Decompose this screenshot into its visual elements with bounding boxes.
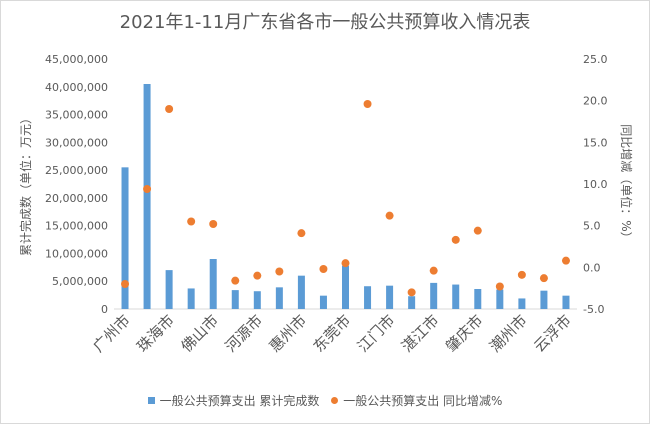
bar	[143, 84, 151, 309]
y2-tick-label: -5.0	[583, 303, 604, 316]
point	[341, 259, 350, 268]
bar	[121, 167, 129, 309]
point	[495, 282, 504, 291]
y-axis-title: 累计完成数（单位：万元）	[18, 112, 33, 256]
chart-legend: 一般公共预算支出 累计完成数 一般公共预算支出 同比增减%	[0, 392, 650, 409]
bar	[496, 289, 504, 309]
point	[539, 274, 548, 283]
x-tick-label: 肇庆市	[442, 311, 487, 356]
bar	[297, 275, 305, 309]
point	[165, 105, 174, 113]
bar	[474, 289, 482, 309]
x-tick-label: 佛山市	[177, 311, 222, 356]
x-tick-label: 东莞市	[310, 311, 355, 356]
point	[121, 280, 130, 288]
x-tick-label: 珠海市	[133, 311, 178, 356]
y-tick-label: 10,000,000	[45, 247, 108, 260]
x-tick-label: 江门市	[354, 311, 399, 356]
legend-dot-label: 一般公共预算支出 同比增减%	[343, 394, 503, 408]
bar	[540, 290, 548, 309]
bar	[253, 291, 261, 309]
y-tick-label: 20,000,000	[45, 192, 108, 205]
bar	[386, 285, 394, 309]
legend-item-dot: 一般公共预算支出 同比增减%	[331, 392, 502, 409]
point	[385, 211, 394, 220]
x-tick-label: 惠州市	[266, 311, 311, 356]
point	[253, 271, 262, 280]
y2-tick-label: 25.0	[583, 53, 608, 66]
bar	[165, 270, 173, 309]
bar	[187, 288, 195, 309]
bar	[231, 290, 239, 309]
y2-tick-label: 0.0	[583, 261, 601, 274]
y-tick-label: 5,000,000	[52, 275, 108, 288]
bar	[209, 259, 217, 309]
point	[187, 217, 196, 226]
bar	[562, 295, 570, 309]
y-tick-label: 25,000,000	[45, 164, 108, 177]
y-tick-label: 40,000,000	[45, 81, 108, 94]
bar	[319, 295, 327, 309]
y2-tick-label: 10.0	[583, 178, 608, 191]
point	[231, 276, 240, 285]
y-tick-label: 0	[101, 303, 108, 316]
point	[209, 220, 218, 228]
point	[143, 185, 152, 193]
y-tick-label: 30,000,000	[45, 136, 108, 149]
x-tick-label: 潮州市	[486, 311, 531, 356]
y-tick-label: 15,000,000	[45, 220, 108, 233]
bar	[518, 298, 526, 309]
point	[275, 267, 284, 276]
point	[429, 266, 438, 275]
bar	[275, 287, 283, 309]
x-tick-label: 云浮市	[530, 311, 575, 356]
legend-bar-swatch	[147, 397, 155, 404]
point	[561, 256, 570, 265]
legend-dot-swatch	[331, 397, 339, 404]
point	[517, 270, 526, 279]
point	[473, 226, 482, 235]
y2-tick-label: 5.0	[583, 220, 601, 233]
y2-tick-label: 20.0	[583, 95, 608, 108]
point	[407, 288, 416, 297]
y2-tick-label: 15.0	[583, 136, 608, 149]
y-tick-label: 35,000,000	[45, 109, 108, 122]
bar	[452, 284, 460, 309]
x-tick-label: 湛江市	[398, 311, 443, 356]
bar	[364, 286, 372, 309]
legend-bar-label: 一般公共预算支出 累计完成数	[159, 394, 320, 408]
y-tick-label: 45,000,000	[45, 53, 108, 66]
chart-title: 2021年1-11月广东省各市一般公共预算收入情况表	[119, 12, 531, 33]
x-tick-label: 河源市	[222, 311, 267, 356]
legend-item-bar: 一般公共预算支出 累计完成数	[147, 392, 320, 409]
point	[319, 265, 328, 273]
point	[297, 229, 306, 238]
y2-axis-title: 同比增减（单位：%）	[619, 124, 634, 243]
bar	[342, 265, 349, 309]
point	[451, 235, 460, 244]
point	[363, 100, 372, 108]
x-tick-label: 广州市	[89, 311, 134, 356]
bar	[408, 296, 416, 309]
bar	[430, 282, 438, 309]
